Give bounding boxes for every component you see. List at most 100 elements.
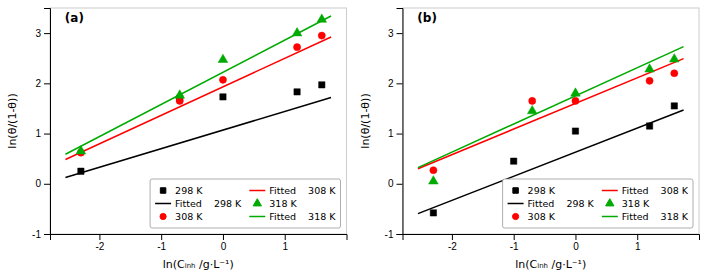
y-axis-title: ln(θ/(1-θ))	[359, 93, 372, 148]
x-axis: -2 -1 0 1	[51, 234, 348, 252]
tick: 1	[282, 234, 288, 252]
tick-label: 1	[635, 241, 641, 252]
point	[529, 97, 536, 104]
tick-label: -1	[510, 241, 519, 252]
tick-label: 1	[388, 128, 394, 139]
legend-item: Fitted 318 K	[602, 211, 689, 222]
tick-mark	[44, 33, 50, 34]
tick-label: -1	[385, 229, 394, 240]
legend-label: 308 K	[175, 211, 203, 222]
tick-mark	[285, 234, 286, 240]
tick: 0	[573, 234, 579, 252]
legend-item: 318 K	[606, 198, 650, 209]
tick: -2	[95, 234, 104, 252]
axis-line	[403, 235, 700, 241]
legend-swatch	[253, 199, 261, 206]
tick-label: -1	[32, 229, 41, 240]
tick-label: -2	[95, 241, 104, 252]
tick: 1	[35, 128, 50, 139]
legend-swatch	[508, 203, 524, 205]
tick: -1	[32, 229, 50, 240]
tick-label: -2	[448, 241, 457, 252]
legend-item: 298 K	[160, 185, 203, 196]
fit-line	[418, 59, 684, 169]
panel: -2-101-10123ln(Cᵢₙₕ /g·L⁻¹)ln(θ/(1-θ))(b…	[359, 8, 700, 271]
panel-title: (a)	[65, 11, 84, 25]
fit-line	[65, 16, 331, 154]
tick: 1	[635, 234, 641, 252]
point	[318, 32, 325, 39]
tick-mark	[397, 234, 403, 235]
tick-label: 0	[221, 241, 227, 252]
legend-swatch	[602, 190, 618, 192]
tick: 3	[388, 28, 403, 39]
legend-label: Fitted 318 K	[622, 211, 689, 222]
plot-frame	[403, 8, 700, 234]
tick-mark	[44, 134, 50, 135]
legend-label: 308 K	[528, 211, 556, 222]
legend-label: 298 K	[175, 185, 203, 196]
tick-mark	[397, 83, 403, 84]
tick-label: 1	[282, 241, 288, 252]
y-axis: -1 0 1 2 3	[32, 9, 50, 240]
legend: 298 K Fitted 298 K 308 K Fitted 308 K 318 K F…	[503, 179, 693, 228]
y-axis-title: ln(θ/(1-θ))	[6, 93, 19, 148]
tick-label: 0	[388, 178, 394, 189]
tick-mark	[44, 184, 50, 185]
axis-line	[44, 9, 51, 235]
legend-swatch	[160, 213, 166, 219]
legend-box	[150, 179, 340, 228]
fit-line	[65, 98, 331, 178]
tick-mark	[397, 134, 403, 135]
legend-swatch	[249, 190, 265, 192]
legend-label: 298 K	[528, 185, 556, 196]
fit-line	[418, 47, 684, 168]
tick: 3	[35, 28, 50, 39]
tick: -1	[157, 234, 166, 252]
panel: -2-101-10123ln(Cᵢₙₕ /g·L⁻¹)ln(θ/(1-θ))(a…	[6, 8, 347, 271]
x-axis-title: ln(Cᵢₙₕ /g·L⁻¹)	[515, 258, 586, 271]
tick: 2	[388, 78, 403, 89]
legend-item: 318 K	[253, 198, 297, 209]
point	[430, 167, 437, 174]
point	[176, 97, 183, 104]
legend-label: Fitted 308 K	[269, 185, 336, 196]
tick-label: 1	[35, 128, 41, 139]
point	[294, 89, 300, 95]
legend-item: Fitted 308 K	[602, 185, 689, 196]
tick-mark	[44, 234, 50, 235]
axis-line	[397, 9, 404, 235]
tick-label: 3	[388, 28, 394, 39]
legend-swatch	[155, 203, 171, 205]
tick-label: 0	[35, 178, 41, 189]
fit-line	[418, 110, 684, 214]
legend-label: Fitted 308 K	[622, 185, 689, 196]
legend-item: 308 K	[513, 211, 556, 222]
point	[430, 210, 436, 216]
point	[319, 82, 325, 88]
point	[671, 103, 677, 109]
tick: 0	[388, 178, 403, 189]
tick-mark	[514, 234, 515, 240]
point	[646, 77, 653, 84]
point	[220, 94, 226, 100]
point	[219, 76, 226, 83]
plot-frame	[50, 8, 347, 234]
point	[527, 105, 537, 113]
legend-item: Fitted 298 K	[508, 198, 595, 209]
legend-swatch	[606, 199, 614, 206]
point	[645, 64, 655, 72]
tick-mark	[637, 234, 638, 240]
tick: 2	[35, 78, 50, 89]
tick: 1	[388, 128, 403, 139]
tick-mark	[397, 33, 403, 34]
legend-label: 318 K	[622, 198, 650, 209]
tick-mark	[575, 234, 576, 240]
tick-mark	[452, 234, 453, 240]
fit-line	[65, 37, 331, 159]
tick-mark	[223, 234, 224, 240]
legend-swatch	[513, 188, 518, 193]
legend-swatch	[249, 216, 265, 218]
tick: -1	[510, 234, 519, 252]
legend: 298 KFitted 298 K308 KFitted 308 K318 KF…	[150, 179, 340, 228]
